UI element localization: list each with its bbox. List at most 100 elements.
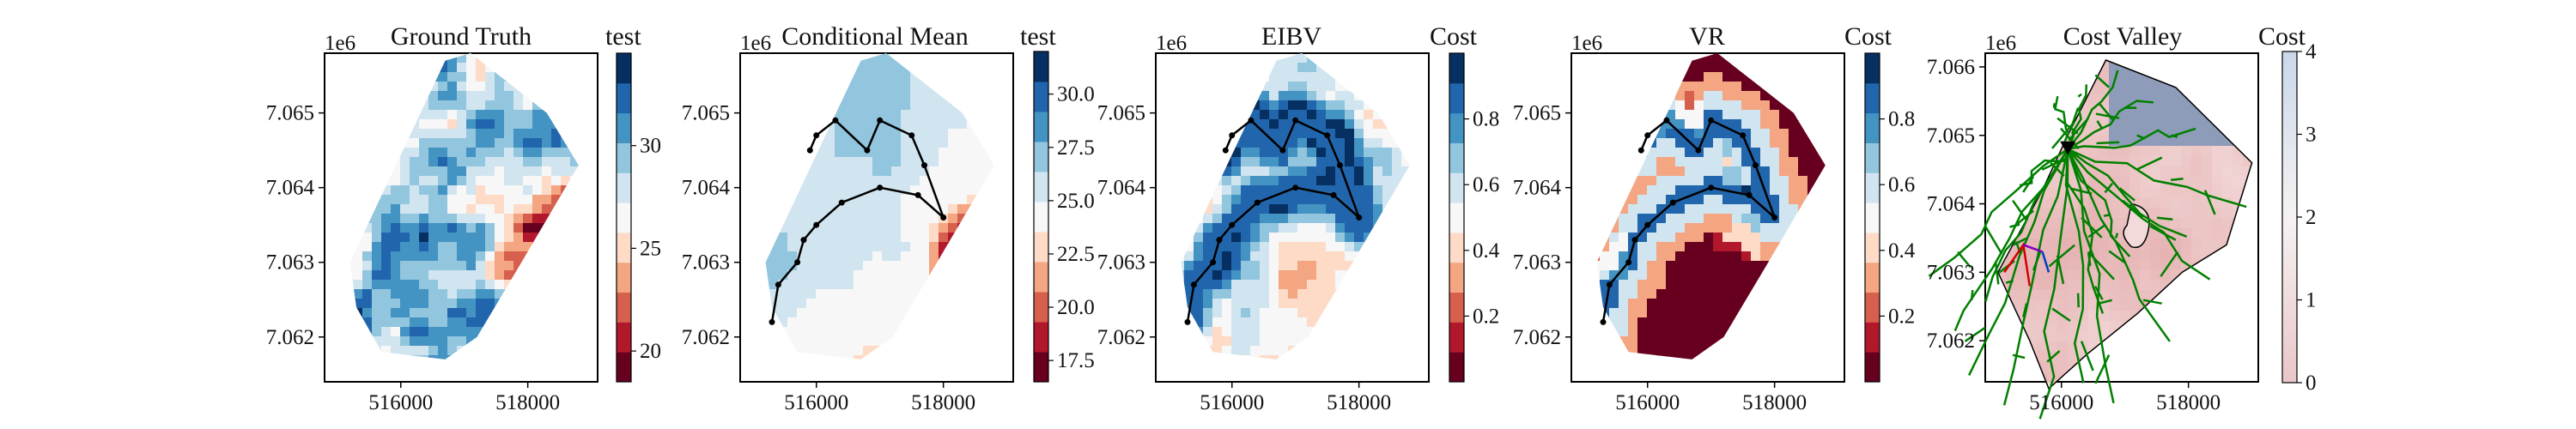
heatmap-cell <box>844 100 854 111</box>
heatmap-cell <box>1704 270 1714 281</box>
heatmap-cell <box>1704 195 1714 205</box>
heatmap-cell <box>1760 82 1771 92</box>
heatmap-cell <box>872 110 883 120</box>
heatmap-cell <box>1779 204 1789 214</box>
heatmap-cell <box>986 82 994 92</box>
heatmap-cell <box>1194 355 1204 360</box>
cost-cell <box>2140 105 2150 115</box>
heatmap-cell <box>957 185 968 196</box>
heatmap-cell <box>1685 119 1695 130</box>
heatmap-cell <box>1269 299 1279 309</box>
heatmap-cell <box>1156 214 1166 224</box>
heatmap-cell <box>1619 119 1629 130</box>
heatmap-cell <box>1751 261 1761 271</box>
cost-cell <box>2068 84 2078 94</box>
heatmap-cell <box>1656 148 1667 158</box>
heatmap-cell <box>1260 223 1270 233</box>
heatmap-cell <box>844 261 854 271</box>
heatmap-cell <box>787 233 798 243</box>
heatmap-cell <box>532 223 543 233</box>
heatmap-cell <box>835 53 845 63</box>
heatmap-cell <box>1770 336 1780 347</box>
heatmap-cell <box>457 365 467 375</box>
heatmap-cell <box>1741 336 1752 347</box>
heatmap-cell <box>523 176 533 186</box>
heatmap-cell <box>1401 365 1412 375</box>
heatmap-cell <box>816 63 826 73</box>
heatmap-cell <box>1335 223 1346 233</box>
heatmap-cell <box>1316 53 1327 63</box>
heatmap-cell <box>1628 214 1638 224</box>
heatmap-cell <box>1704 233 1714 243</box>
heatmap-cell <box>891 138 902 148</box>
heatmap-cell <box>1354 365 1364 375</box>
heatmap-cell <box>863 270 873 281</box>
heatmap-cell <box>1307 327 1317 337</box>
heatmap-cell <box>1779 327 1789 337</box>
heatmap-cell <box>1817 72 1826 82</box>
heatmap-cell <box>570 251 579 262</box>
heatmap-cell <box>1596 91 1601 101</box>
heatmap-cell <box>495 223 505 233</box>
heatmap-cell <box>1732 82 1742 92</box>
heatmap-cell <box>1619 91 1629 101</box>
heatmap-cell <box>447 195 458 205</box>
heatmap-cell <box>939 233 949 243</box>
heatmap-cell <box>778 308 788 318</box>
heatmap-cell <box>391 100 401 111</box>
waypoint-marker <box>1669 199 1676 206</box>
heatmap-cell <box>1675 336 1686 347</box>
cost-cell <box>2202 166 2212 177</box>
heatmap-cell <box>1685 204 1695 214</box>
heatmap-cell <box>967 195 977 205</box>
heatmap-cell <box>1297 280 1308 290</box>
cost-cell <box>2109 197 2119 208</box>
heatmap-cell <box>1241 365 1251 375</box>
colorbar-segment <box>1034 262 1048 293</box>
cost-cell <box>2140 362 2150 372</box>
heatmap-cell <box>419 365 429 375</box>
heatmap-cell <box>1789 176 1799 186</box>
heatmap-cell <box>372 336 382 347</box>
heatmap-cell <box>561 214 571 224</box>
heatmap-cell <box>1212 176 1223 186</box>
cost-cell <box>2006 321 2016 331</box>
heatmap-cell <box>410 251 420 262</box>
heatmap-cell <box>1382 100 1393 111</box>
cost-cell <box>2016 84 2026 94</box>
heatmap-cell <box>419 270 429 281</box>
cost-cell <box>2160 187 2171 197</box>
heatmap-cell <box>1382 214 1393 224</box>
heatmap-cell <box>551 110 562 120</box>
heatmap-cell <box>920 185 930 196</box>
heatmap-cell <box>901 308 911 318</box>
heatmap-cell <box>447 119 458 130</box>
heatmap-cell <box>1751 91 1761 101</box>
heatmap-cell <box>325 346 335 356</box>
heatmap-cell <box>1770 176 1780 186</box>
heatmap-cell <box>1181 91 1185 101</box>
heatmap-cell <box>1326 280 1336 290</box>
cost-cell <box>2088 321 2099 331</box>
heatmap-cell <box>929 261 939 271</box>
heatmap-cell <box>1609 72 1619 82</box>
cost-cell <box>2026 115 2037 125</box>
heatmap-cell <box>1779 233 1789 243</box>
colorbar-segment <box>1449 142 1464 173</box>
heatmap-cell <box>816 119 826 130</box>
heatmap-cell <box>939 242 949 252</box>
heatmap-cell <box>1704 327 1714 337</box>
heatmap-cell <box>920 157 930 167</box>
heatmap-cell <box>1250 270 1261 281</box>
heatmap-cell <box>1751 129 1761 139</box>
heatmap-cell <box>1279 204 1289 214</box>
heatmap-cell <box>1770 317 1780 328</box>
heatmap-cell <box>1741 308 1752 318</box>
heatmap-cell <box>504 280 514 290</box>
heatmap-cell <box>570 346 579 356</box>
heatmap-cell <box>1212 336 1223 347</box>
cost-cell <box>2078 60 2088 63</box>
heatmap-cell <box>1571 63 1582 73</box>
heatmap-cell <box>1345 223 1355 233</box>
heatmap-cell <box>806 346 817 356</box>
